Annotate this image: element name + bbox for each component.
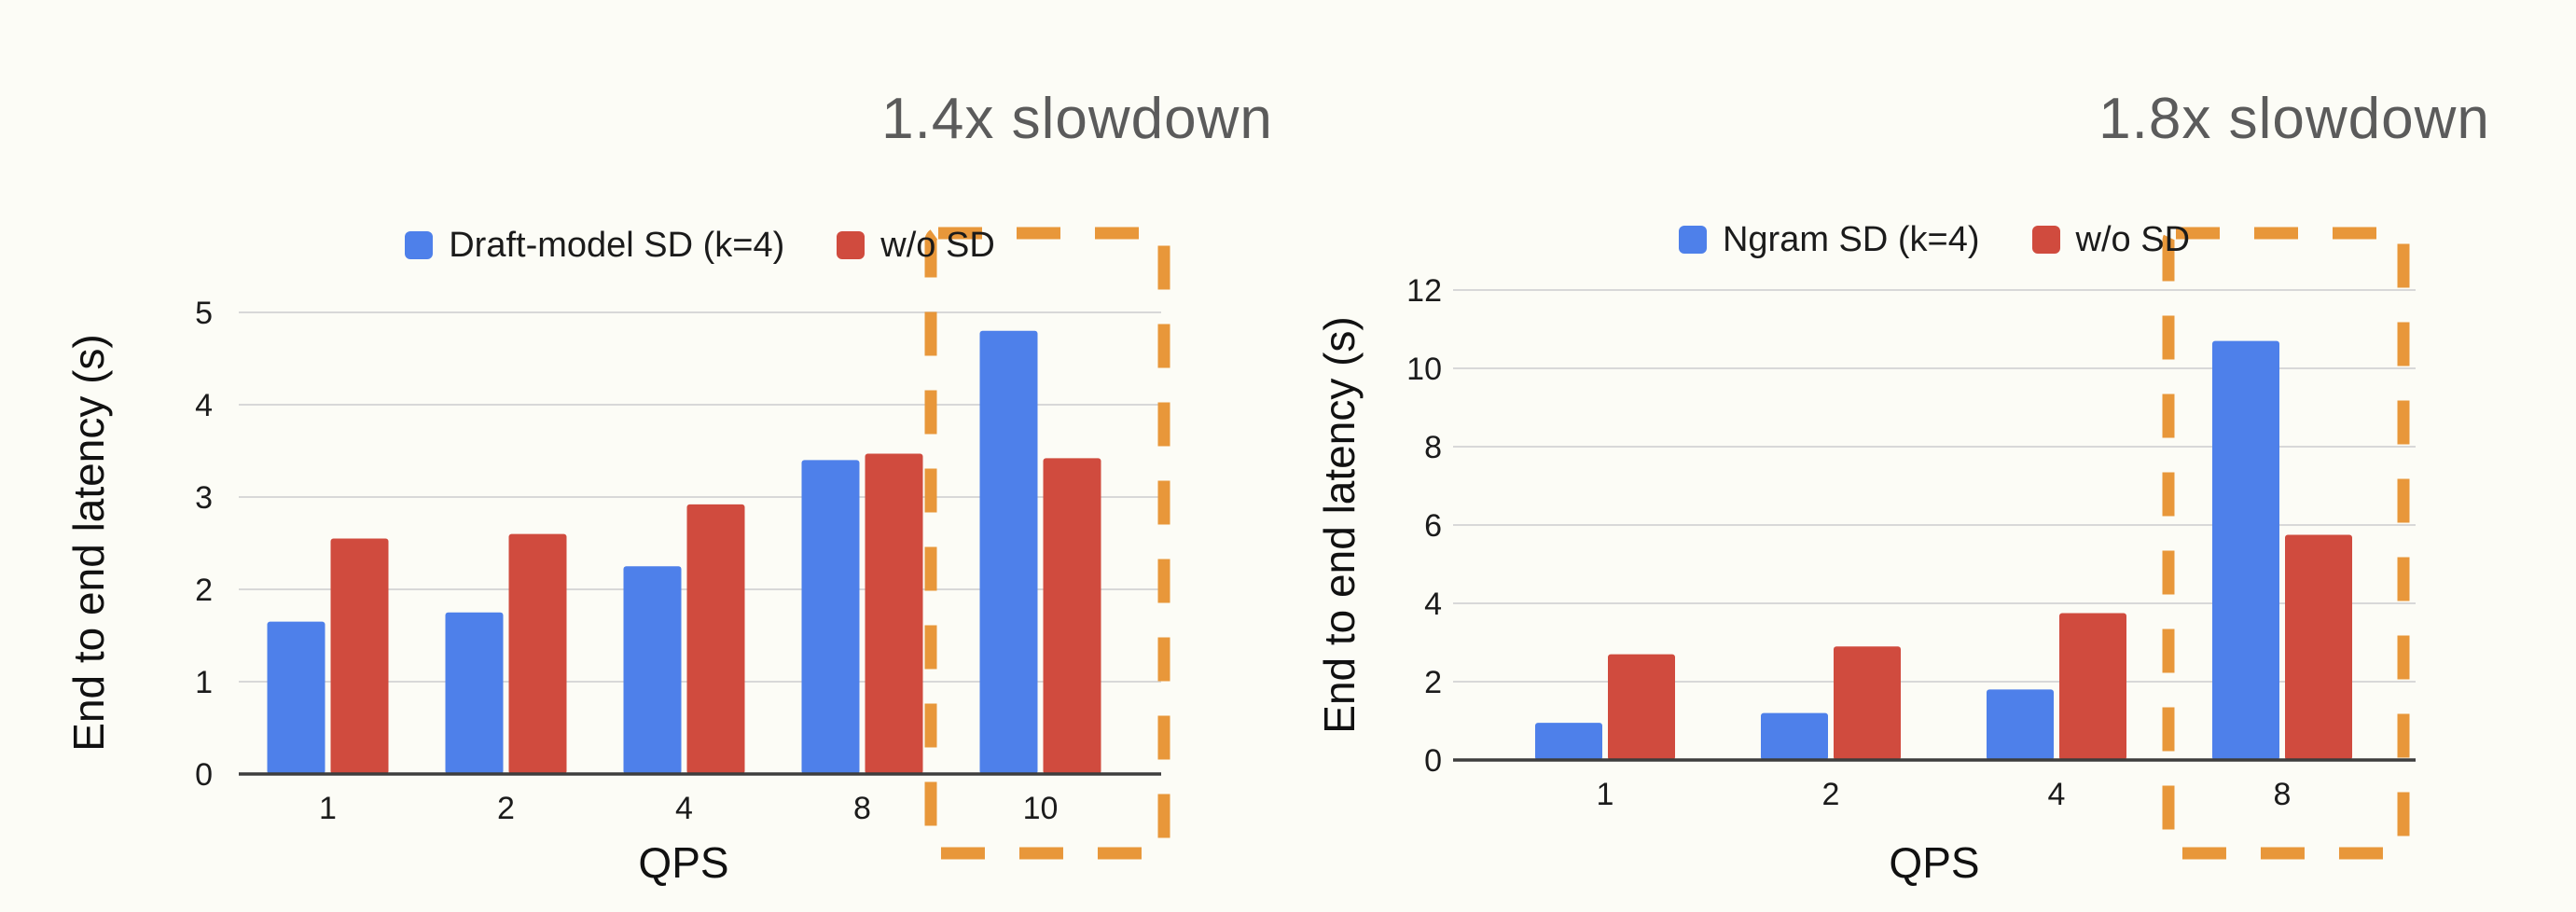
- legend-left-chart: Draft-model SD (k=4) w/o SD: [239, 225, 1161, 266]
- bar-w/o SD-qps-4: [686, 504, 745, 774]
- legend-swatch-red: [837, 231, 866, 259]
- y-tick-label: 2: [1424, 665, 1442, 700]
- y-tick-label: 5: [195, 296, 213, 331]
- y-tick-label: 8: [1424, 430, 1442, 465]
- y-tick-label: 10: [1406, 352, 1442, 387]
- annotation-left-slowdown: 1.4x slowdown: [881, 87, 1273, 151]
- legend-item-wo-sd: w/o SD: [837, 225, 995, 266]
- bar-w/o SD-qps-1: [1608, 654, 1675, 760]
- bar-w/o SD-qps-8: [865, 453, 923, 774]
- legend-label-wo-sd: w/o SD: [2075, 219, 2191, 259]
- y-tick-label: 4: [195, 388, 213, 423]
- x-tick-label: 8: [853, 791, 871, 826]
- x-tick-label: 4: [2048, 777, 2066, 812]
- bar-w/o SD-qps-8: [2285, 534, 2352, 760]
- bar-Ngram SD (k=4)-qps-2: [1761, 712, 1828, 760]
- y-tick-label: 0: [1424, 743, 1442, 779]
- bar-Draft-model SD (k=4)-qps-10: [979, 330, 1038, 774]
- legend-label-draft-model-sd: Draft-model SD (k=4): [449, 225, 785, 265]
- y-tick-label: 4: [1424, 587, 1442, 622]
- y-tick-label: 0: [195, 757, 213, 793]
- y-tick-label: 3: [195, 480, 213, 516]
- bar-w/o SD-qps-2: [508, 533, 567, 774]
- x-axis-title-left-chart: QPS: [638, 838, 729, 887]
- y-tick-label: 1: [195, 665, 213, 700]
- y-axis-title-right-chart: End to end latency (s): [1315, 316, 1364, 734]
- y-axis-title-left-chart: End to end latency (s): [64, 334, 113, 752]
- x-tick-label: 8: [2274, 777, 2292, 812]
- x-tick-label: 1: [1597, 777, 1614, 812]
- bar-Draft-model SD (k=4)-qps-4: [623, 566, 682, 774]
- bar-w/o SD-qps-2: [1834, 646, 1901, 760]
- legend-label-ngram-sd: Ngram SD (k=4): [1722, 219, 1980, 259]
- bar-w/o SD-qps-1: [330, 538, 389, 774]
- x-axis-title-right-chart: QPS: [1889, 838, 1980, 887]
- y-tick-label: 6: [1424, 508, 1442, 544]
- annotation-right-slowdown: 1.8x slowdown: [2098, 87, 2490, 151]
- x-tick-label: 2: [1822, 777, 1840, 812]
- bar-Ngram SD (k=4)-qps-4: [1987, 689, 2054, 760]
- bar-Draft-model SD (k=4)-qps-1: [267, 621, 325, 774]
- bar-Draft-model SD (k=4)-qps-8: [801, 460, 860, 774]
- bar-w/o SD-qps-10: [1043, 458, 1101, 774]
- legend-item-wo-sd: w/o SD: [2031, 219, 2191, 260]
- legend-swatch-blue: [405, 231, 434, 259]
- legend-label-wo-sd: w/o SD: [880, 225, 995, 265]
- y-tick-label: 12: [1406, 273, 1442, 309]
- legend-right-chart: Ngram SD (k=4) w/o SD: [1453, 219, 2416, 260]
- legend-swatch-blue: [1678, 226, 1707, 254]
- legend-swatch-red: [2031, 226, 2060, 254]
- bar-Draft-model SD (k=4)-qps-2: [445, 612, 504, 774]
- x-tick-label: 1: [319, 791, 337, 826]
- x-tick-label: 10: [1023, 791, 1059, 826]
- legend-item-ngram-sd: Ngram SD (k=4): [1678, 219, 1980, 260]
- highlight-dashed-box-qps-10: [924, 227, 1170, 860]
- bar-w/o SD-qps-4: [2059, 613, 2126, 760]
- highlight-dashed-box-qps-8: [2162, 227, 2410, 860]
- legend-item-draft-model-sd: Draft-model SD (k=4): [405, 226, 784, 266]
- x-tick-label: 2: [497, 791, 515, 826]
- y-tick-label: 2: [195, 573, 213, 608]
- bar-Ngram SD (k=4)-qps-1: [1535, 723, 1602, 760]
- bar-Ngram SD (k=4)-qps-8: [2212, 340, 2279, 760]
- x-tick-label: 4: [675, 791, 693, 826]
